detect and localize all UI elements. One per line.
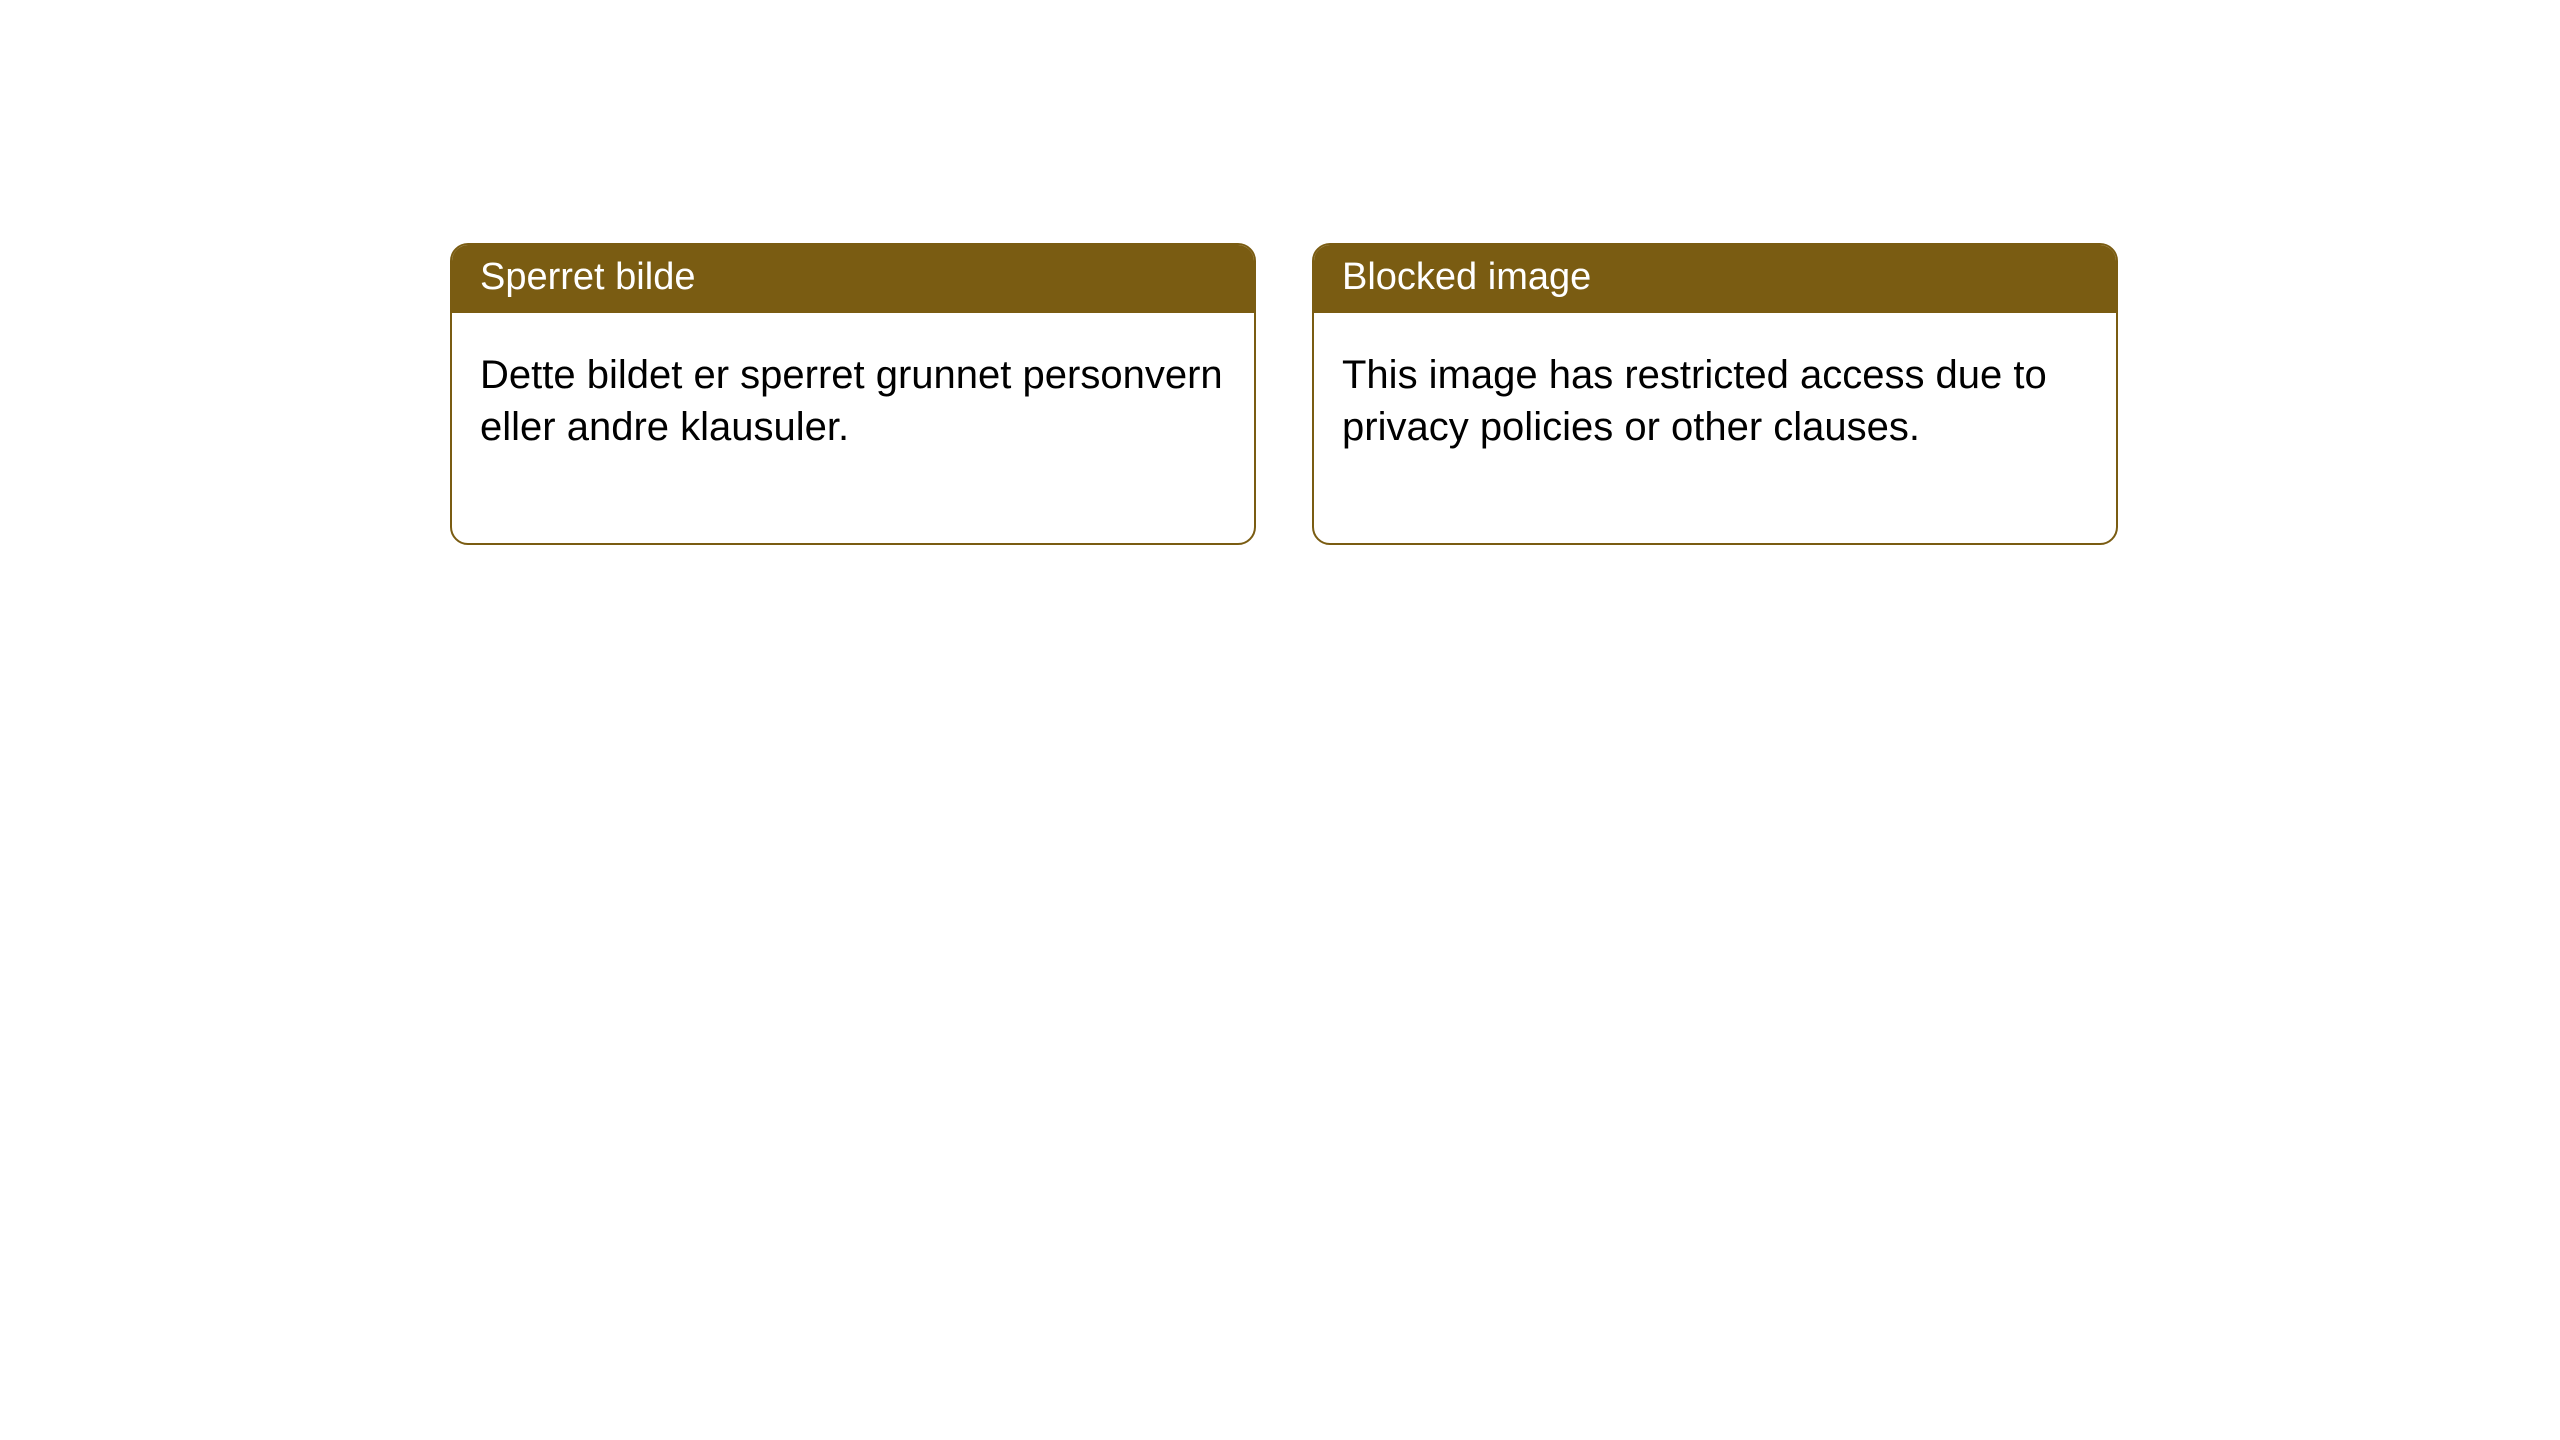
card-header-no: Sperret bilde — [452, 245, 1254, 313]
card-header-en: Blocked image — [1314, 245, 2116, 313]
card-body-en: This image has restricted access due to … — [1314, 313, 2116, 543]
card-title-en: Blocked image — [1342, 256, 1591, 298]
card-message-no: Dette bildet er sperret grunnet personve… — [480, 353, 1223, 449]
card-body-no: Dette bildet er sperret grunnet personve… — [452, 313, 1254, 543]
blocked-image-card-en: Blocked image This image has restricted … — [1312, 243, 2118, 545]
blocked-image-card-no: Sperret bilde Dette bildet er sperret gr… — [450, 243, 1256, 545]
card-message-en: This image has restricted access due to … — [1342, 353, 2047, 449]
notice-container: Sperret bilde Dette bildet er sperret gr… — [0, 0, 2560, 545]
card-title-no: Sperret bilde — [480, 256, 695, 298]
